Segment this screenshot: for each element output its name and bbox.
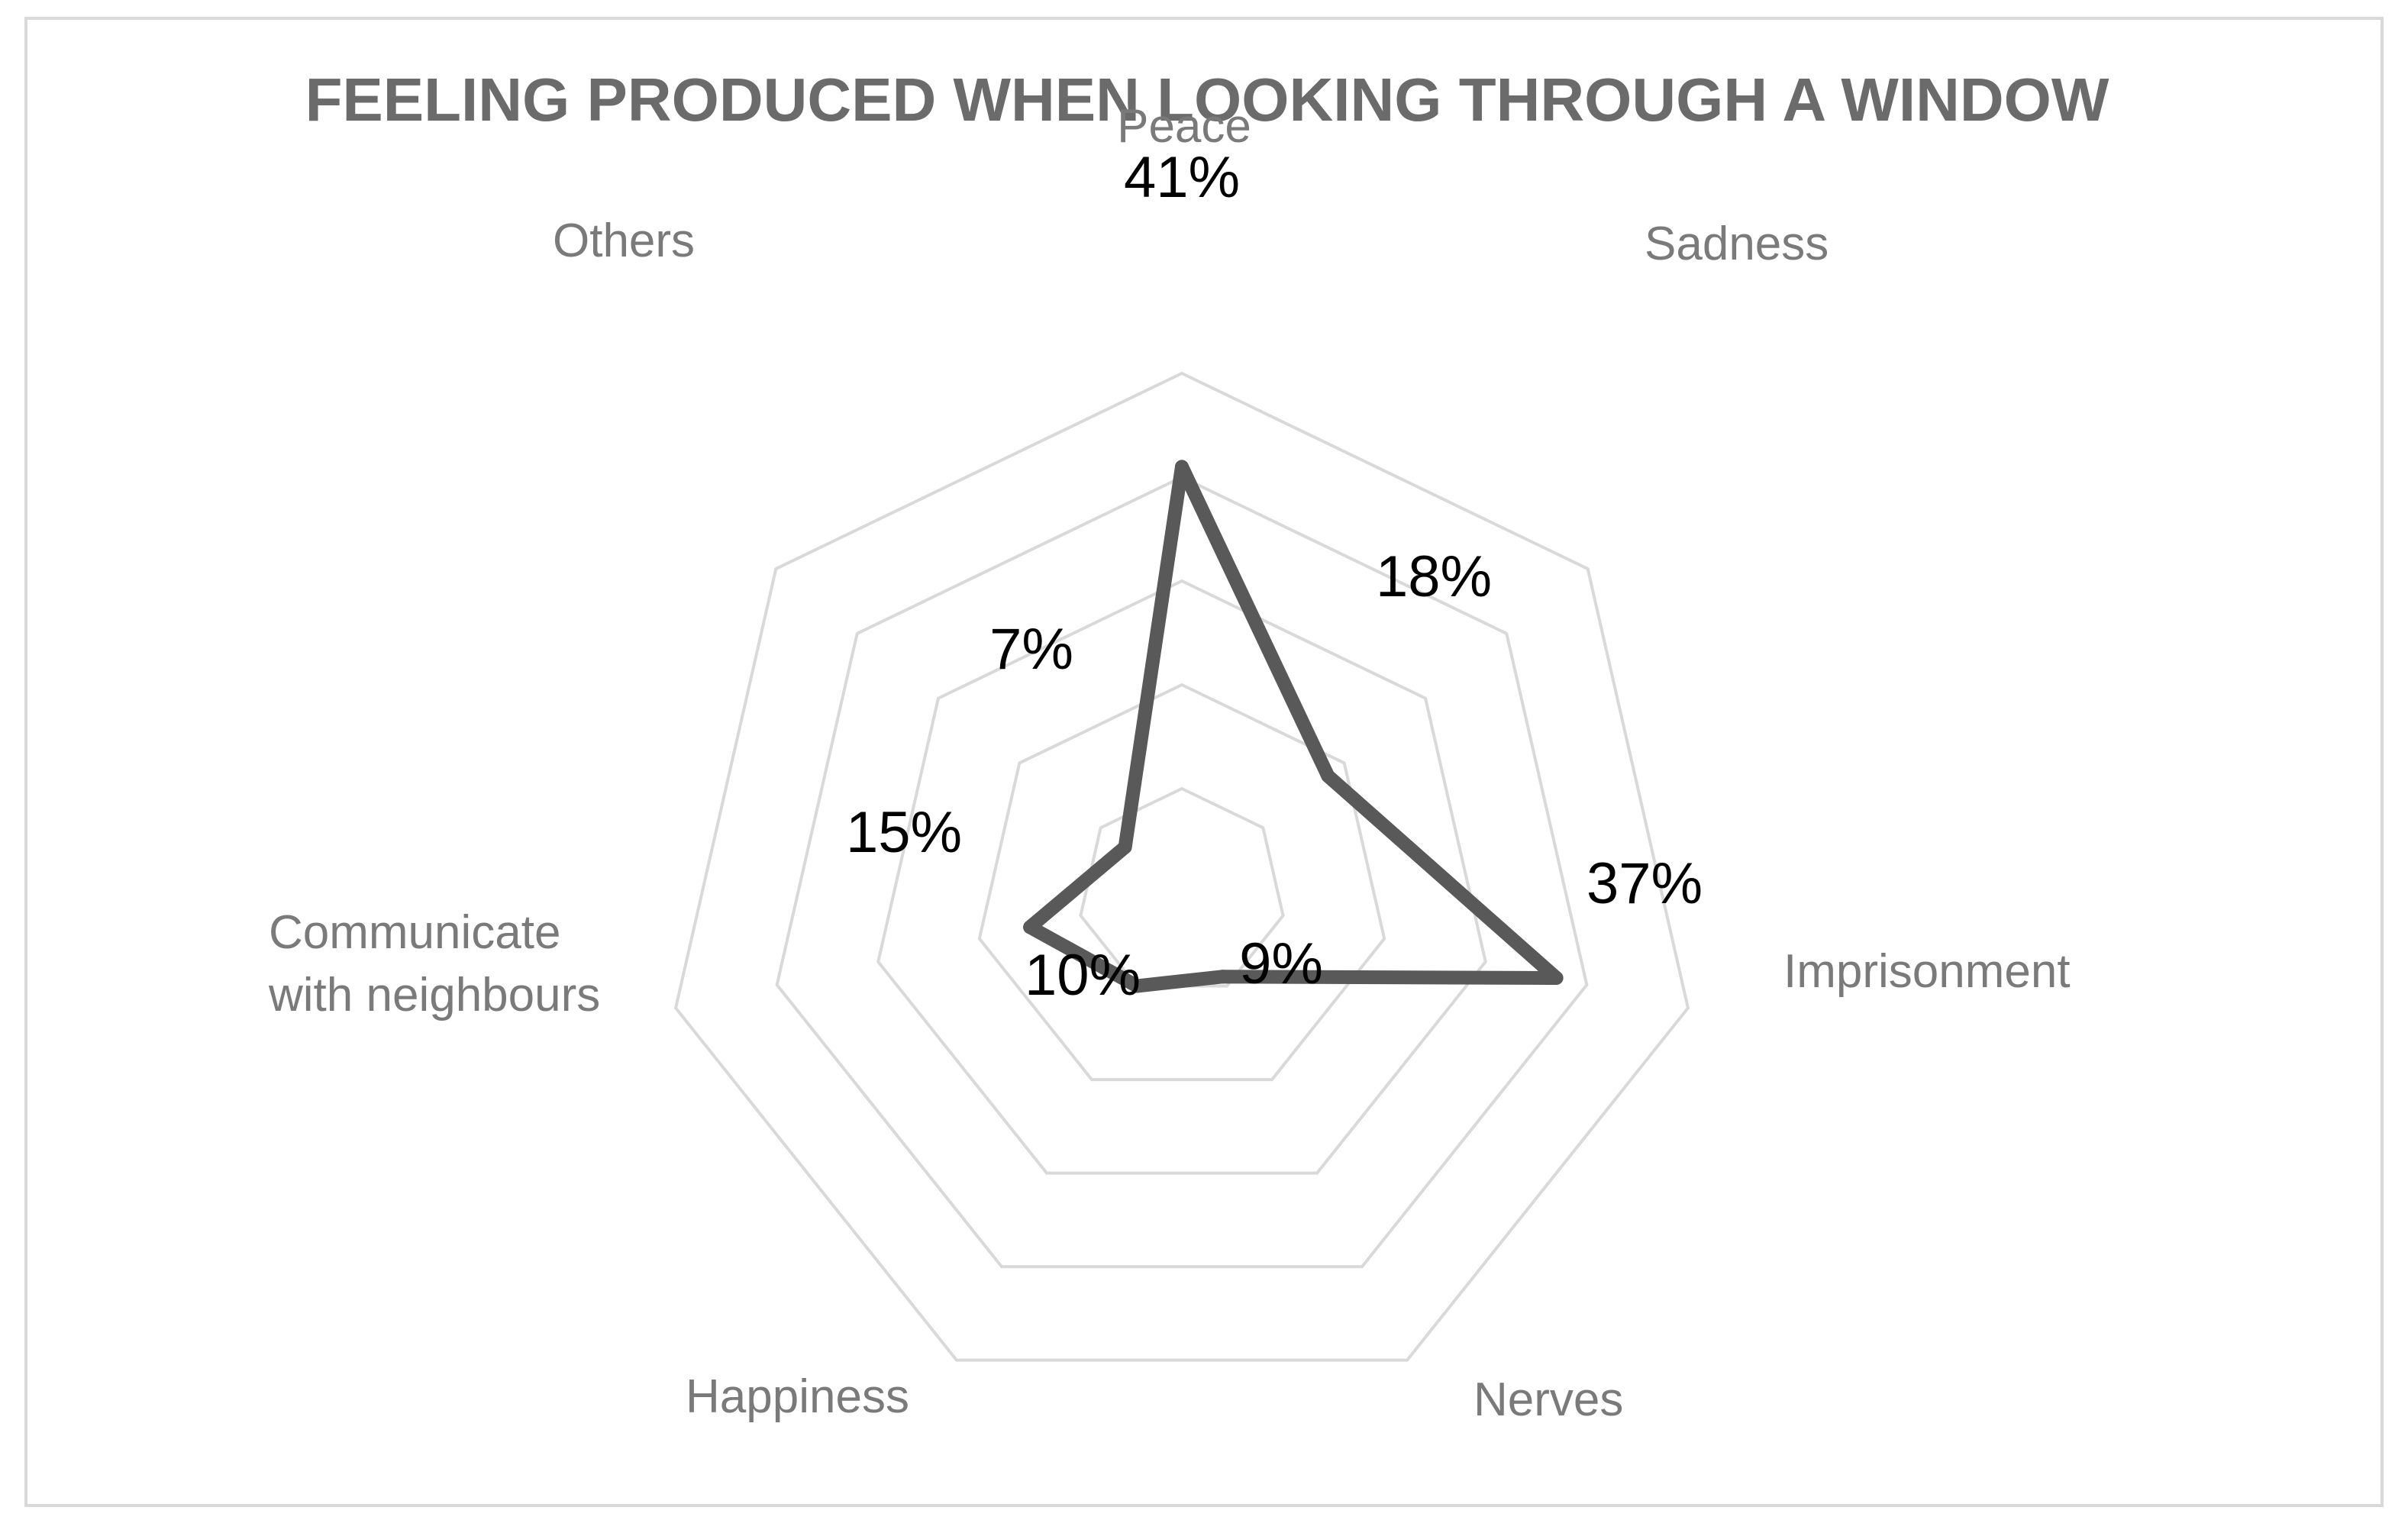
data-label-peace: 41% [1124, 145, 1240, 210]
radar-chart: FEELING PRODUCED WHEN LOOKING THROUGH A … [268, 66, 2109, 1426]
axis-labels: Peace Sadness Imprisonment Nerves Happiness C… [268, 100, 2071, 1426]
grid-ring [673, 371, 1690, 1362]
grid-ring [876, 579, 1487, 1175]
data-point [1175, 460, 1189, 474]
radar-grid [673, 371, 1690, 1362]
data-label-communicate-with-neighbours: 15% [846, 800, 962, 865]
data-label-happiness: 10% [1025, 943, 1141, 1008]
chart-area: FEELING PRODUCED WHEN LOOKING THROUGH A … [24, 17, 2384, 1507]
chart-title: FEELING PRODUCED WHEN LOOKING THROUGH A … [305, 66, 2109, 134]
data-label-imprisonment: 37% [1587, 851, 1703, 916]
grid-ring [977, 683, 1386, 1082]
axis-label-sadness: Sadness [1645, 218, 1829, 270]
grid-ring [775, 475, 1589, 1269]
data-label-nerves: 9% [1239, 931, 1323, 996]
data-point [1215, 970, 1230, 984]
data-label-sadness: 18% [1376, 544, 1492, 609]
radar-series [1023, 460, 1564, 993]
axis-label-nerves: Nerves [1474, 1373, 1623, 1426]
data-label-others: 7% [989, 617, 1073, 682]
axis-label-peace: Peace [1117, 100, 1251, 153]
data-point [1118, 840, 1132, 854]
axis-label-communicate-with-neighbours: Communicate with neighbours [268, 906, 600, 1021]
data-point [1321, 769, 1335, 783]
data-point [1549, 970, 1564, 985]
series-line [1023, 460, 1564, 993]
data-point [1023, 920, 1038, 934]
data-labels: 41% 18% 37% 9% 10% 15% 7% [846, 145, 1703, 1008]
axis-label-imprisonment: Imprisonment [1783, 945, 2071, 998]
axis-label-others: Others [553, 215, 695, 267]
axis-label-happiness: Happiness [686, 1370, 909, 1423]
data-point [1129, 979, 1144, 993]
